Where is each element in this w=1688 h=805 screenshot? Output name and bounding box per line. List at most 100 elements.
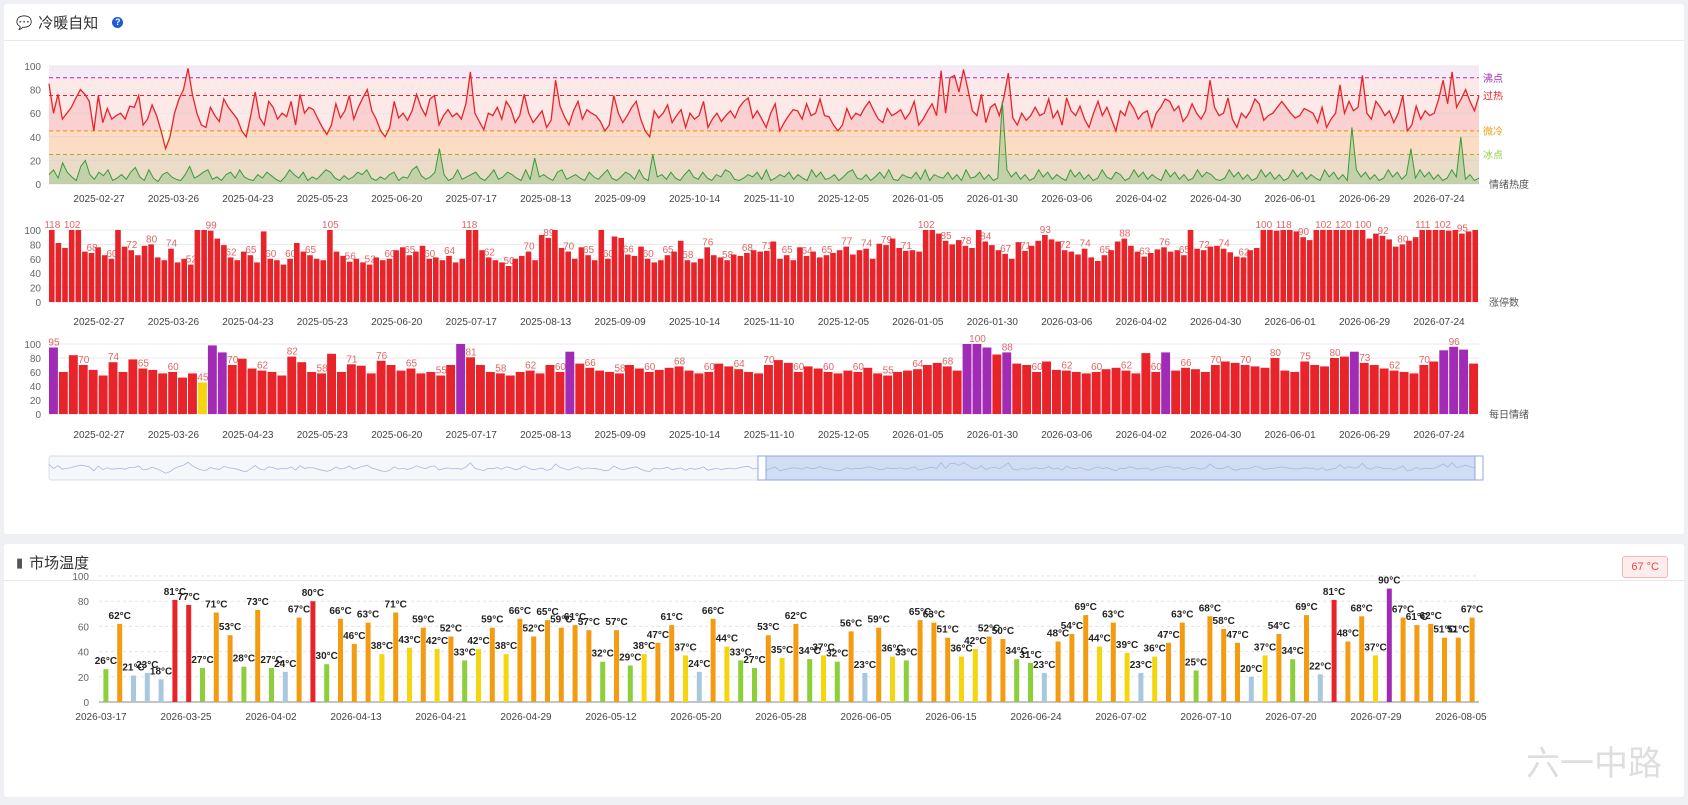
limit-up-chart-x-tick-label: 2025-07-17	[446, 317, 498, 328]
daily-emotion-chart-data-label: 65	[138, 359, 150, 370]
limit-up-chart-bar	[1432, 230, 1439, 302]
limit-up-chart-bar	[1320, 230, 1326, 302]
limit-up-chart-bar	[1340, 230, 1346, 302]
daily-emotion-chart-bar	[386, 365, 396, 414]
daily-emotion-chart-bar	[1260, 367, 1270, 414]
limit-up-chart-bar	[611, 236, 618, 302]
limit-up-chart-bar	[492, 260, 499, 302]
limit-up-chart-data-label: 68	[742, 243, 754, 254]
line-chart-x-tick-label: 2025-09-09	[595, 194, 647, 205]
limit-up-chart-bar	[280, 264, 287, 302]
daily-emotion-chart-bar	[1091, 372, 1101, 414]
current-temperature-badge[interactable]: 67 °C	[1622, 556, 1668, 578]
limit-up-chart-data-label: 120	[1335, 220, 1352, 231]
daily-emotion-chart-bar	[337, 372, 346, 414]
limit-up-chart-data-label: 76	[1159, 237, 1171, 248]
limit-up-chart-x-tick-label: 2025-11-10	[744, 317, 795, 328]
limit-up-chart-bar	[472, 230, 479, 302]
temp-bar	[324, 664, 330, 702]
limit-up-chart-bar	[346, 261, 353, 302]
temp-data-label: 27°C	[743, 655, 765, 666]
heat-zone	[49, 77, 1479, 96]
limit-up-chart-data-label: 74	[166, 239, 178, 250]
limit-up-chart-bar	[1346, 230, 1353, 302]
temp-data-label: 37°C	[812, 642, 834, 653]
daily-emotion-chart-bar	[476, 365, 485, 414]
temp-bar	[186, 605, 192, 702]
limit-up-chart-data-label: 80	[1397, 234, 1409, 245]
limit-up-chart-bar	[174, 262, 181, 302]
temp-data-label: 51°C	[937, 625, 959, 636]
limit-up-chart-bar	[1379, 235, 1386, 302]
limit-up-chart-data-label: 52	[365, 255, 377, 266]
help-icon[interactable]: ?	[112, 17, 124, 28]
daily-emotion-chart-bar	[962, 344, 972, 414]
range-slider-left-handle[interactable]	[757, 455, 767, 481]
limit-up-chart-bar	[889, 238, 896, 302]
temp-bar	[1455, 637, 1461, 702]
limit-up-chart-bar	[214, 238, 221, 302]
temp-x-tick-label: 2026-07-20	[1265, 712, 1317, 723]
watermark: 六一中路	[1526, 744, 1662, 784]
temp-bar	[1317, 674, 1323, 702]
limit-up-chart-bar	[221, 245, 227, 302]
temp-data-label: 37°C	[1254, 642, 1276, 653]
daily-emotion-chart-bar	[634, 368, 644, 414]
limit-up-chart-bar	[479, 250, 485, 302]
series-label-heat: 情绪热度	[1489, 178, 1529, 191]
daily-emotion-chart-bar	[1290, 372, 1300, 414]
temp-data-label: 69°C	[1075, 602, 1097, 613]
temp-bar	[255, 610, 261, 702]
daily-emotion-chart-data-label: 74	[108, 352, 120, 363]
daily-emotion-chart-bar	[426, 372, 436, 414]
limit-up-chart-data-label: 80	[146, 234, 158, 245]
temp-data-label: 42°C	[467, 636, 489, 647]
daily-emotion-chart-bar	[1032, 372, 1041, 414]
limit-up-chart-data-label: 79	[881, 235, 893, 246]
limit-up-chart-bar	[340, 255, 346, 302]
temp-y-tick-label: 60	[78, 622, 90, 633]
daily-emotion-chart-bar	[456, 344, 466, 414]
daily-emotion-chart-data-label: 76	[376, 351, 388, 362]
limit-up-chart-bar	[764, 250, 770, 302]
temp-bar	[282, 671, 288, 702]
market-temperature-title: ▮ 市场温度	[16, 552, 89, 573]
temp-bar	[945, 637, 951, 702]
temperature-chart-svg: 02040608010026°C62°C21°C23°C18°C81°C77°C…	[72, 572, 1487, 723]
temp-x-tick-label: 2026-03-25	[160, 712, 212, 723]
limit-up-chart-data-label: 62	[1238, 247, 1250, 258]
temp-bar	[489, 627, 495, 702]
daily-emotion-chart-bar	[952, 370, 962, 414]
line-chart-x-tick-label: 2026-04-30	[1190, 194, 1242, 205]
temp-data-label: 21°C	[122, 663, 144, 674]
temp-bar	[227, 635, 233, 702]
limit-up-chart-data-label: 92	[1377, 226, 1389, 237]
daily-emotion-chart-bar	[1131, 373, 1141, 414]
limit-up-chart-data-label: 60	[643, 249, 655, 260]
temp-data-label: 66°C	[509, 606, 531, 617]
limit-up-chart-data-label: 62	[484, 247, 496, 258]
daily-emotion-chart-x-tick-label: 2025-12-05	[818, 430, 870, 441]
line-chart-x-tick-label: 2026-01-05	[892, 194, 944, 205]
daily-emotion-chart-data-label: 62	[1061, 361, 1073, 372]
limit-up-chart-bar	[207, 230, 214, 302]
range-slider-right-handle[interactable]	[1474, 455, 1484, 481]
daily-emotion-chart-y-tick-label: 80	[30, 354, 42, 365]
daily-emotion-chart-x-tick-label: 2026-01-30	[967, 430, 1019, 441]
daily-emotion-chart-data-label: 64	[912, 359, 924, 370]
limit-up-chart-bar	[1174, 250, 1181, 302]
limit-up-chart-data-label: 89	[543, 228, 555, 239]
daily-emotion-chart-bar	[297, 362, 307, 414]
limit-up-chart-bar	[1194, 248, 1200, 302]
daily-emotion-chart-bar	[773, 360, 783, 414]
temp-bar	[959, 656, 964, 702]
limit-up-chart-data-label: 65	[404, 245, 416, 256]
temp-y-tick-label: 20	[78, 673, 90, 684]
daily-emotion-chart-data-label: 62	[257, 361, 269, 372]
daily-emotion-chart-bar	[724, 366, 734, 414]
temp-data-label: 37°C	[674, 642, 696, 653]
limit-up-chart-bar	[433, 257, 439, 302]
daily-emotion-chart-bar	[1052, 369, 1061, 414]
daily-emotion-chart-bar	[396, 370, 406, 414]
temp-data-label: 54°C	[1268, 621, 1290, 632]
